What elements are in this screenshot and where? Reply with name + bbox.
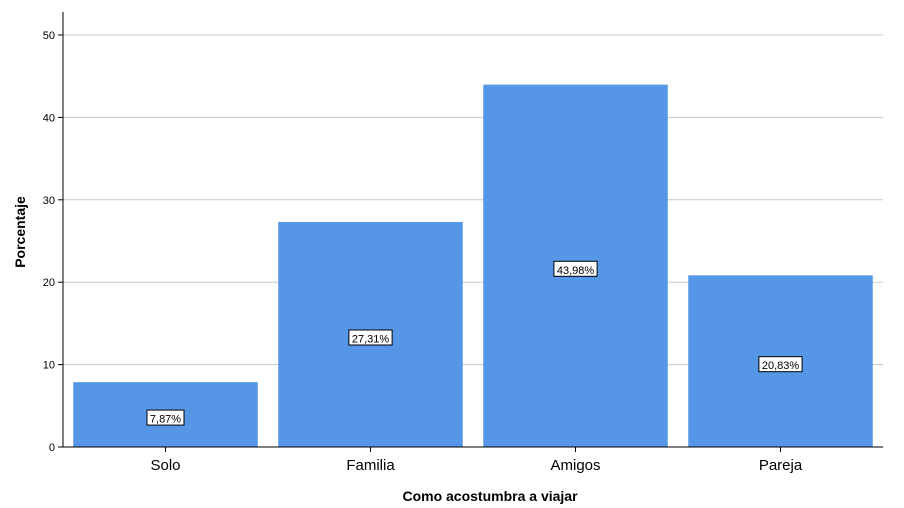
y-tick-label: 50 xyxy=(43,30,55,42)
data-label-box xyxy=(146,409,185,426)
y-axis-ticks: 0 10 20 30 40 50 xyxy=(43,30,63,454)
bars xyxy=(73,84,873,447)
x-axis-title: Como acostumbra a viajar xyxy=(402,488,578,504)
x-tick-label-solo: Solo xyxy=(150,457,180,474)
x-tick-label-familia: Familia xyxy=(346,457,395,474)
data-label-pareja: 20,83% xyxy=(762,360,800,372)
y-tick-label: 20 xyxy=(43,277,55,289)
data-label-familia: 27,31% xyxy=(352,333,390,345)
y-tick-label: 10 xyxy=(43,360,55,372)
x-tick-label-pareja: Pareja xyxy=(759,457,803,474)
x-axis-ticks: Solo Familia Amigos Pareja xyxy=(150,447,803,474)
y-tick-label: 30 xyxy=(43,195,55,207)
data-label-solo: 7,87% xyxy=(150,414,181,426)
y-axis-title: Porcentaje xyxy=(12,196,28,268)
data-label-box xyxy=(348,329,393,346)
data-label-box xyxy=(553,260,598,277)
data-label-amigos: 43,98% xyxy=(557,265,595,277)
axes xyxy=(62,12,883,448)
x-tick-label-amigos: Amigos xyxy=(550,457,600,474)
y-tick-label: 40 xyxy=(43,112,55,124)
data-label-box xyxy=(758,356,803,373)
y-tick-label: 0 xyxy=(49,442,55,454)
data-labels: 7,87% 27,31% 43,98% 20,83% xyxy=(146,260,803,426)
